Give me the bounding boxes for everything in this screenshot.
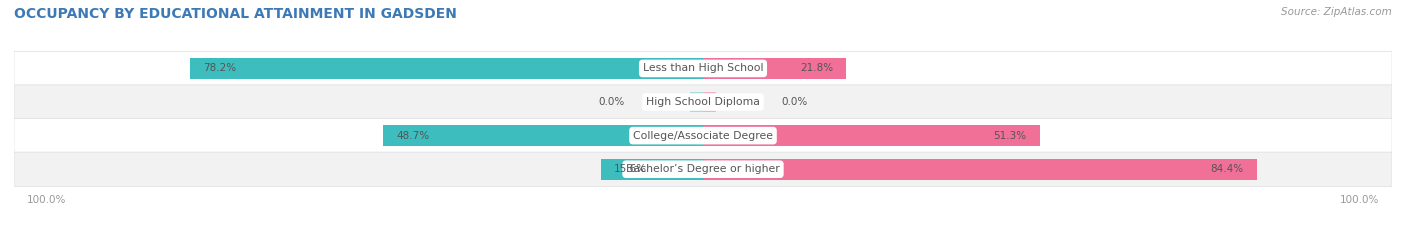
Text: College/Associate Degree: College/Associate Degree [633,131,773,141]
Text: OCCUPANCY BY EDUCATIONAL ATTAINMENT IN GADSDEN: OCCUPANCY BY EDUCATIONAL ATTAINMENT IN G… [14,7,457,21]
Text: 84.4%: 84.4% [1211,164,1244,174]
FancyBboxPatch shape [14,119,1392,153]
Bar [384,125,703,146]
Bar [190,58,703,79]
Text: 0.0%: 0.0% [598,97,624,107]
Text: 15.6%: 15.6% [614,164,647,174]
Text: 48.7%: 48.7% [396,131,430,141]
Text: 0.0%: 0.0% [782,97,808,107]
Text: 21.8%: 21.8% [800,63,832,73]
Bar [703,125,1039,146]
Bar [703,92,716,113]
Text: Bachelor’s Degree or higher: Bachelor’s Degree or higher [626,164,780,174]
Text: 51.3%: 51.3% [994,131,1026,141]
Text: 78.2%: 78.2% [202,63,236,73]
Bar [690,92,703,113]
FancyBboxPatch shape [14,152,1392,186]
Text: High School Diploma: High School Diploma [647,97,759,107]
Bar [703,159,1257,180]
Bar [600,159,703,180]
Text: Source: ZipAtlas.com: Source: ZipAtlas.com [1281,7,1392,17]
FancyBboxPatch shape [14,51,1392,86]
Bar [703,58,846,79]
FancyBboxPatch shape [14,85,1392,119]
Text: Less than High School: Less than High School [643,63,763,73]
